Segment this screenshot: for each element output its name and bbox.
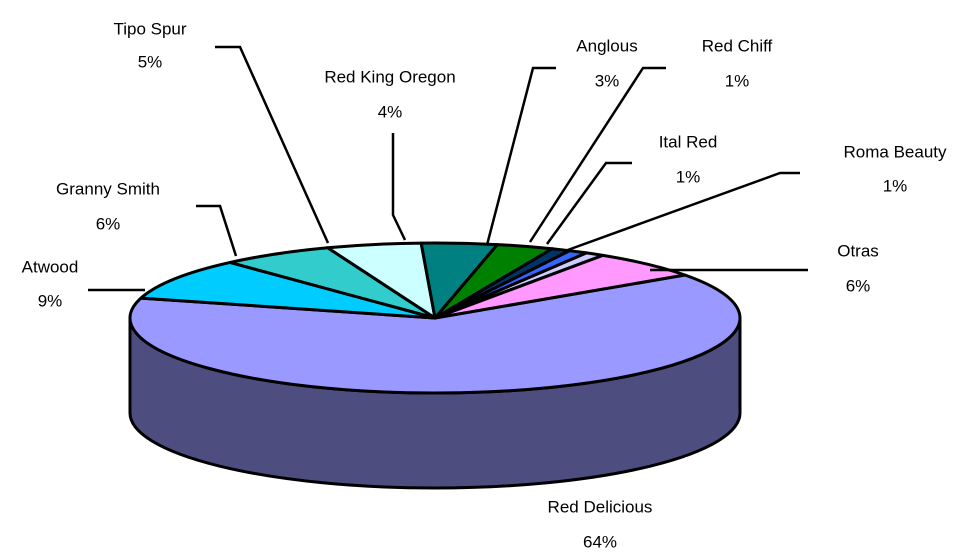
slice-label: Granny Smith [56, 179, 160, 198]
leader-line [215, 45, 330, 244]
leader-line [196, 204, 238, 257]
slice-value-label: 4% [378, 102, 403, 121]
slice-value-label: 3% [595, 71, 620, 90]
leader-line [485, 66, 556, 246]
slice [128, 273, 742, 395]
slice-label: Otras [837, 241, 879, 260]
slice-value-label: 1% [883, 176, 908, 195]
slice-label: Red King Oregon [324, 67, 455, 86]
slice-label: Ital Red [659, 132, 718, 151]
leader-line [545, 161, 632, 245]
slice-value-label: 1% [725, 71, 750, 90]
slice-value-label: 64% [583, 532, 617, 551]
slice-label: Red Chiff [702, 36, 773, 55]
slice-label: Roma Beauty [844, 142, 947, 161]
slice-label: Tipo Spur [113, 19, 186, 38]
slice-label: Anglous [576, 36, 637, 55]
slice [433, 253, 687, 320]
slice-value-label: 1% [676, 167, 701, 186]
leader-line [564, 171, 800, 253]
slice-value-label: 6% [96, 214, 121, 233]
slice-label: Red Delicious [548, 497, 653, 516]
leader-line [528, 66, 666, 243]
slice [139, 260, 437, 320]
slice-label: Atwood [22, 257, 79, 276]
slice-value-label: 9% [38, 291, 63, 310]
leader-line [391, 133, 407, 241]
slice-value-label: 6% [846, 276, 871, 295]
slice-value-label: 5% [138, 52, 163, 71]
